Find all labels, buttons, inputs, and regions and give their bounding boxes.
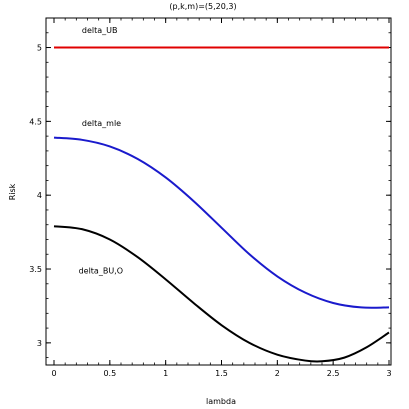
series-annotation: delta_mle — [82, 119, 121, 128]
series-line-2 — [53, 225, 390, 363]
plot-frame — [45, 17, 392, 366]
x-tick-label: 2.5 — [327, 369, 340, 378]
x-tick-label: 0.5 — [103, 369, 116, 378]
series-annotation: delta_BU,O — [79, 266, 123, 275]
x-axis-label: lambda — [206, 397, 236, 406]
series-annotation: delta_UB — [82, 26, 118, 35]
y-tick-label: 5 — [37, 44, 42, 53]
y-tick-label: 3.5 — [29, 265, 42, 274]
x-tick-label: 0 — [51, 369, 56, 378]
y-tick-label: 4.5 — [29, 117, 42, 126]
chart-title: (p,k,m)=(5,20,3) — [169, 2, 236, 11]
y-axis-label: Risk — [8, 183, 17, 200]
x-tick-label: 1.5 — [215, 369, 228, 378]
y-tick-label: 3 — [37, 339, 42, 348]
y-tick-label: 4 — [37, 191, 42, 200]
x-tick-label: 1 — [163, 369, 168, 378]
x-tick-label: 2 — [275, 369, 280, 378]
x-tick-label: 3 — [386, 369, 391, 378]
y-axis: 3 3.5 4 4.5 5 — [29, 17, 391, 359]
annotation-group: delta_UB delta_mle delta_BU,O — [79, 26, 123, 276]
series-line-1 — [53, 136, 390, 309]
series-group — [53, 46, 390, 363]
plot-area — [45, 17, 392, 366]
